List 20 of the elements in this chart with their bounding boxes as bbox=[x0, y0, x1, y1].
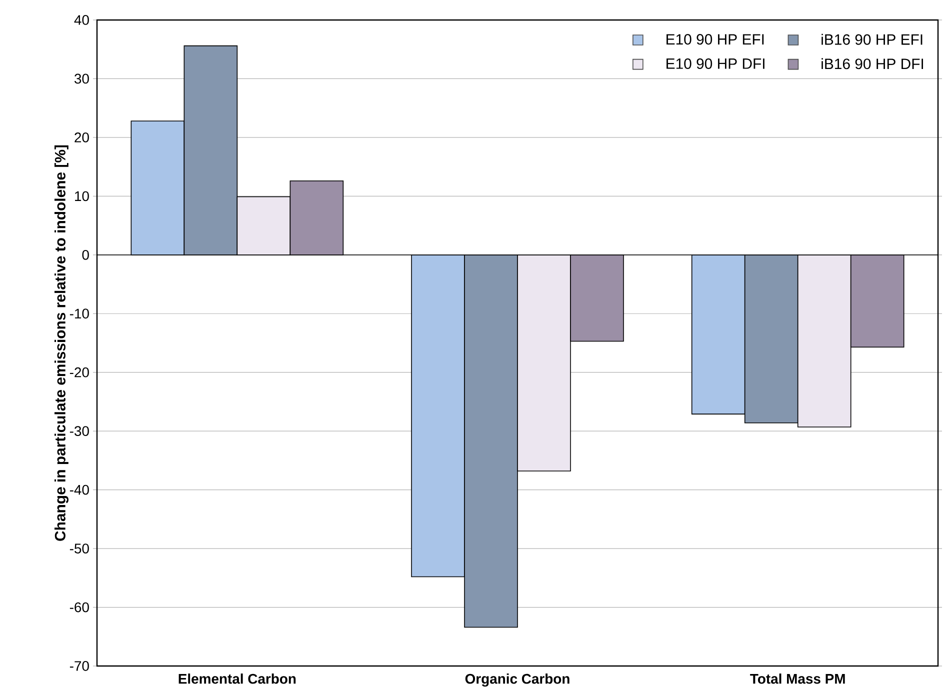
x-tick-label: Total Mass PM bbox=[750, 674, 845, 684]
legend-label: E10 90 HP EFI bbox=[666, 34, 764, 45]
y-tick-label: 40 bbox=[74, 15, 89, 25]
x-tick-label: Organic Carbon bbox=[465, 674, 570, 687]
y-axis-title: Change in particulate emissions relative to indolene [%] bbox=[54, 145, 68, 541]
y-tick-label: 0 bbox=[82, 250, 89, 260]
x-tick-label: Elemental Carbon bbox=[178, 674, 296, 684]
y-tick-label: -30 bbox=[70, 426, 89, 436]
y-tick-label: -40 bbox=[70, 484, 89, 495]
y-tick-label: -60 bbox=[70, 602, 89, 612]
legend-label: iB16 90 HP EFI bbox=[822, 34, 922, 45]
legend-label: E10 90 HP DFI bbox=[666, 58, 764, 69]
legend-label: iB16 90 HP DFI bbox=[822, 58, 924, 70]
y-tick-label: 10 bbox=[75, 191, 89, 202]
y-tick-label: -10 bbox=[70, 308, 89, 319]
y-tick-label: 30 bbox=[74, 74, 89, 84]
y-tick-label: 20 bbox=[74, 132, 89, 142]
y-tick-label: -50 bbox=[70, 544, 89, 554]
y-tick-label: -20 bbox=[70, 367, 89, 378]
y-tick-label: -70 bbox=[70, 661, 89, 671]
